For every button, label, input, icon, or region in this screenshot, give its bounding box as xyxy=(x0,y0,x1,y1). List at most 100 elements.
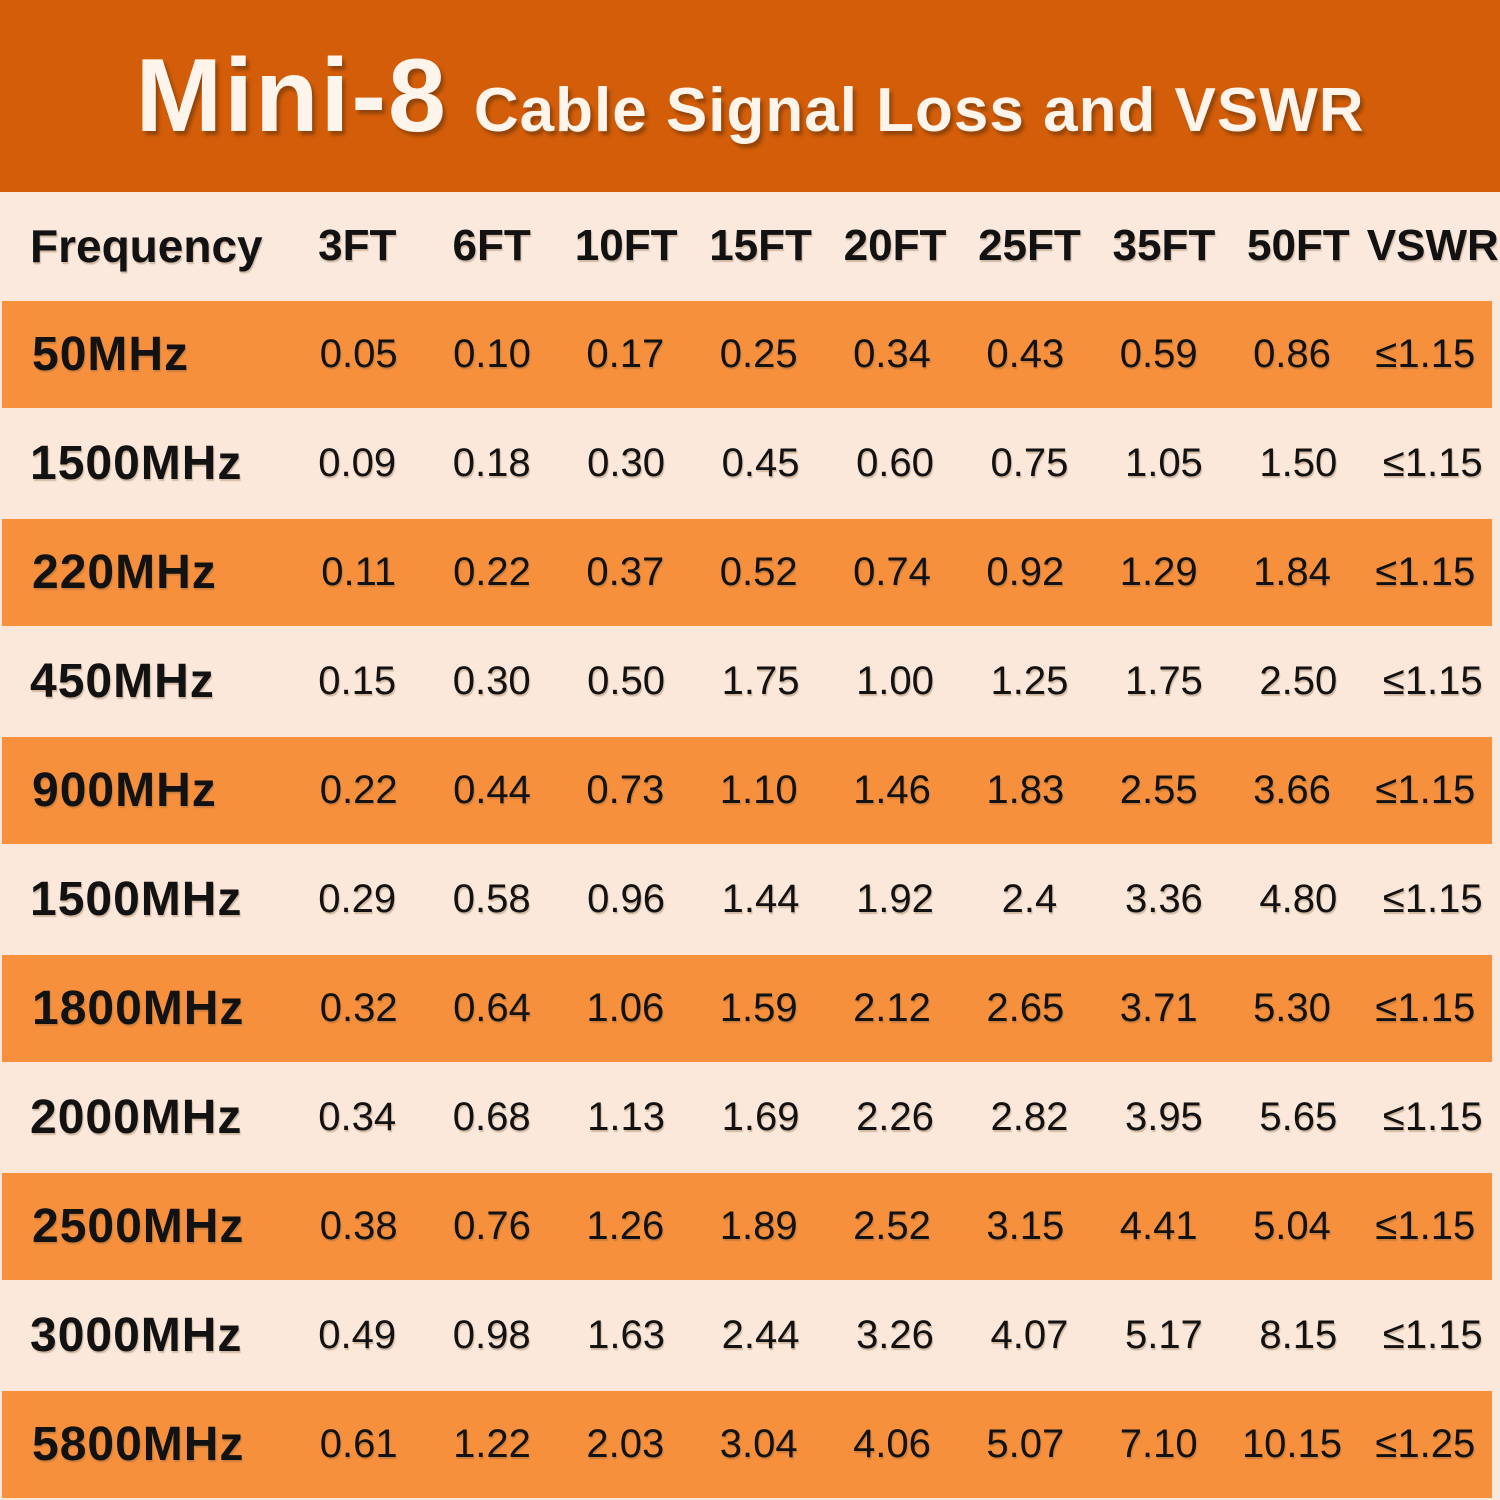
value-cell: 0.58 xyxy=(452,877,531,921)
value-cell: 3.95 xyxy=(1124,1095,1203,1139)
value-cell: 0.76 xyxy=(453,1204,531,1248)
value-cell: 0.25 xyxy=(719,332,798,376)
value-cell: 5.17 xyxy=(1124,1313,1203,1357)
value-cell: 1.69 xyxy=(721,1095,800,1139)
signal-loss-table: Frequency 3FT 6FT 10FT 15FT 20FT 25FT 35FT 50FT V… xyxy=(0,192,1500,1500)
frequency-label: 220MHz xyxy=(32,546,217,599)
frequency-label: 3000MHz xyxy=(30,1309,243,1362)
value-cell: 0.61 xyxy=(319,1422,398,1466)
table-row: 2000MHz 0.34 0.68 1.13 1.69 2.26 2.82 3.95 5.65 ≤… xyxy=(0,1064,1500,1171)
table-row: 5800MHz 0.61 1.22 2.03 3.04 4.06 5.07 7.10 10.15… xyxy=(0,1389,1500,1500)
table-row: 2500MHz 0.38 0.76 1.26 1.89 2.52 3.15 4.41 5.04 ≤… xyxy=(0,1171,1500,1282)
value-cell: 1.83 xyxy=(986,768,1065,812)
frequency-label: 2000MHz xyxy=(30,1091,243,1144)
value-cell: 0.34 xyxy=(318,1095,397,1139)
value-cell: 2.65 xyxy=(986,986,1065,1030)
column-header-15ft: 15FT xyxy=(709,220,812,270)
page-title: Mini-8 Cable Signal Loss and VSWR xyxy=(135,37,1364,156)
value-cell: 0.75 xyxy=(990,441,1069,485)
value-cell: 2.4 xyxy=(1001,877,1058,921)
table-row: 50MHz 0.05 0.10 0.17 0.25 0.34 0.43 0.59 0.86 ≤1.… xyxy=(0,299,1500,410)
value-cell: 0.30 xyxy=(452,659,531,703)
value-cell: 3.15 xyxy=(986,1204,1065,1248)
value-cell: ≤1.15 xyxy=(1382,659,1483,703)
value-cell: 1.75 xyxy=(721,659,800,703)
value-cell: 3.66 xyxy=(1253,768,1331,812)
value-cell: 1.06 xyxy=(586,986,665,1030)
table-row: 450MHz 0.15 0.30 0.50 1.75 1.00 1.25 1.75 2.50 ≤1… xyxy=(0,628,1500,735)
value-cell: 2.44 xyxy=(721,1313,800,1357)
frequency-label: 5800MHz xyxy=(32,1418,245,1471)
column-header-35ft: 35FT xyxy=(1112,220,1216,270)
frequency-label: 1800MHz xyxy=(32,982,245,1035)
value-cell: 1.10 xyxy=(719,768,798,812)
value-cell: ≤1.15 xyxy=(1382,1095,1483,1139)
value-cell: ≤1.15 xyxy=(1375,332,1476,376)
value-cell: 0.09 xyxy=(318,441,397,485)
frequency-label: 2500MHz xyxy=(32,1200,245,1253)
value-cell: 1.89 xyxy=(719,1204,798,1248)
value-cell: 1.22 xyxy=(453,1422,531,1466)
value-cell: 2.55 xyxy=(1119,768,1198,812)
value-cell: 3.04 xyxy=(719,1422,798,1466)
value-cell: 1.44 xyxy=(721,877,800,921)
value-cell: 0.05 xyxy=(319,332,398,376)
value-cell: ≤1.15 xyxy=(1375,550,1476,594)
value-cell: 0.45 xyxy=(721,441,800,485)
value-cell: 0.10 xyxy=(453,332,531,376)
value-cell: 0.11 xyxy=(321,550,397,594)
table-row: 1800MHz 0.32 0.64 1.06 1.59 2.12 2.65 3.71 5.30 ≤… xyxy=(0,953,1500,1064)
value-cell: 2.12 xyxy=(853,986,931,1030)
value-cell: 2.52 xyxy=(853,1204,931,1248)
frequency-label: 1500MHz xyxy=(30,437,243,490)
value-cell: 0.17 xyxy=(586,332,665,376)
value-cell: 1.00 xyxy=(856,659,934,703)
value-cell: 4.80 xyxy=(1259,877,1338,921)
frequency-label: 1500MHz xyxy=(30,873,243,926)
value-cell: 3.71 xyxy=(1119,986,1198,1030)
frequency-label: 900MHz xyxy=(32,764,217,817)
value-cell: 1.75 xyxy=(1124,659,1203,703)
value-cell: 1.50 xyxy=(1259,441,1338,485)
value-cell: 4.06 xyxy=(853,1422,931,1466)
value-cell: 5.65 xyxy=(1259,1095,1338,1139)
frequency-label: 450MHz xyxy=(30,655,215,708)
table-row: 1500MHz 0.29 0.58 0.96 1.44 1.92 2.4 3.36 4.80 ≤1… xyxy=(0,846,1500,953)
value-cell: ≤1.15 xyxy=(1375,768,1476,812)
value-cell: 0.34 xyxy=(853,332,931,376)
value-cell: 5.04 xyxy=(1253,1204,1331,1248)
value-cell: 0.22 xyxy=(319,768,398,812)
value-cell: 1.25 xyxy=(990,659,1069,703)
column-header-20ft: 20FT xyxy=(843,220,947,270)
value-cell: 0.64 xyxy=(453,986,531,1030)
value-cell: 4.07 xyxy=(990,1313,1069,1357)
value-cell: ≤1.15 xyxy=(1382,877,1483,921)
table-row: 1500MHz 0.09 0.18 0.30 0.45 0.60 0.75 1.05 1.50 ≤… xyxy=(0,410,1500,517)
value-cell: 0.29 xyxy=(318,877,397,921)
value-cell: 2.50 xyxy=(1259,659,1338,703)
value-cell: 0.98 xyxy=(452,1313,531,1357)
table-row: 220MHz 0.11 0.22 0.37 0.52 0.74 0.92 1.29 1.84 ≤1… xyxy=(0,517,1500,628)
value-cell: 4.41 xyxy=(1119,1204,1198,1248)
value-cell: ≤1.15 xyxy=(1375,1204,1476,1248)
value-cell: ≤1.15 xyxy=(1375,986,1476,1030)
value-cell: ≤1.15 xyxy=(1382,441,1483,485)
value-cell: 0.74 xyxy=(853,550,931,594)
value-cell: 1.92 xyxy=(856,877,934,921)
value-cell: ≤1.25 xyxy=(1375,1422,1476,1466)
value-cell: 1.59 xyxy=(719,986,798,1030)
column-header-25ft: 25FT xyxy=(978,220,1081,270)
value-cell: 2.26 xyxy=(856,1095,934,1139)
column-header-50ft: 50FT xyxy=(1246,220,1350,270)
value-cell: 3.36 xyxy=(1124,877,1203,921)
value-cell: 0.44 xyxy=(453,768,531,812)
value-cell: 0.68 xyxy=(452,1095,531,1139)
value-cell: 0.38 xyxy=(319,1204,398,1248)
value-cell: 0.18 xyxy=(452,441,531,485)
value-cell: 0.92 xyxy=(986,550,1065,594)
table-row: 900MHz 0.22 0.44 0.73 1.10 1.46 1.83 2.55 3.66 ≤1… xyxy=(0,735,1500,846)
table-row: 3000MHz 0.49 0.98 1.63 2.44 3.26 4.07 5.17 8.15 ≤… xyxy=(0,1282,1500,1389)
value-cell: 7.10 xyxy=(1119,1422,1198,1466)
value-cell: 0.96 xyxy=(587,877,666,921)
